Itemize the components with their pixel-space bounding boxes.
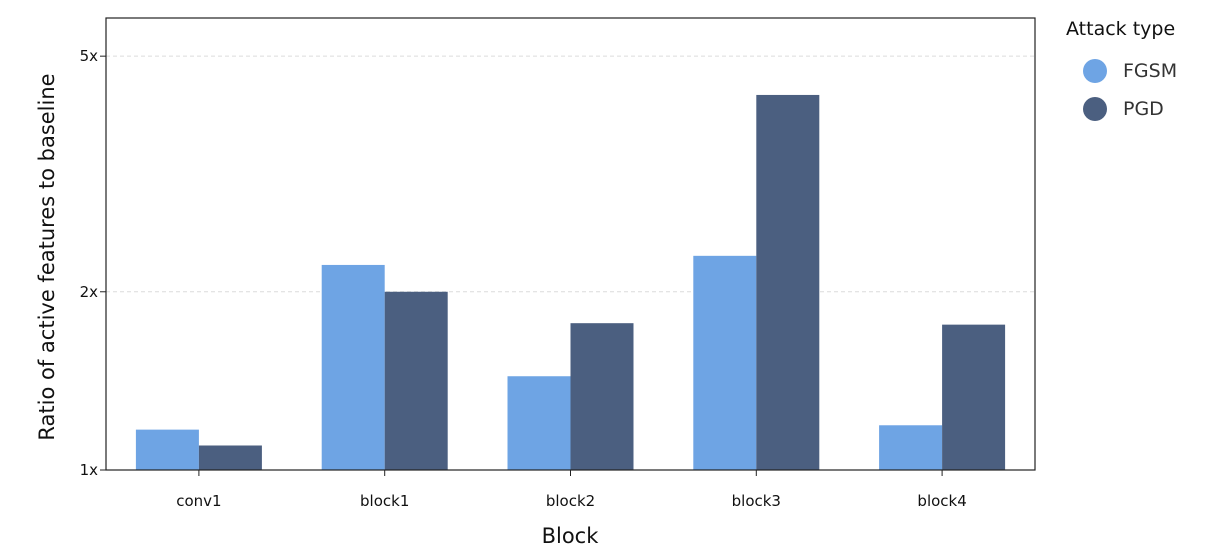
legend-title: Attack type: [1066, 18, 1176, 40]
legend-item-pgd: PGD: [1066, 90, 1177, 128]
legend-label: FGSM: [1123, 60, 1178, 82]
bar-fgsm-conv1: [135, 429, 199, 470]
legend-swatch: [1083, 59, 1107, 83]
bar-fgsm-block2: [507, 376, 571, 470]
y-axis-title: Ratio of active features to baseline: [35, 73, 59, 440]
bar-fgsm-block1: [321, 264, 385, 470]
legend-label: PGD: [1123, 98, 1164, 120]
legend: Attack type FGSM PGD: [1066, 18, 1177, 128]
bars: [135, 94, 1006, 470]
y-tick-label: 1x: [80, 461, 99, 479]
x-ticks: conv1 block1 block2 block3 block4: [176, 470, 967, 510]
legend-item-fgsm: FGSM: [1066, 52, 1177, 90]
y-tick-label: 5x: [80, 47, 99, 65]
legend-swatch: [1083, 97, 1107, 121]
bar-pgd-block1: [384, 291, 448, 470]
bar-pgd-block4: [942, 324, 1006, 470]
x-axis-title: Block: [542, 524, 600, 548]
bar-pgd-block3: [756, 94, 820, 470]
x-tick-label-block2: block2: [546, 492, 595, 510]
x-tick-label-conv1: conv1: [176, 492, 221, 510]
gridlines: [106, 55, 1035, 293]
x-tick-label-block4: block4: [917, 492, 966, 510]
bar-pgd-conv1: [198, 445, 262, 470]
y-ticks: 1x 2x 5x: [80, 47, 106, 479]
x-tick-label-block3: block3: [732, 492, 781, 510]
bar-fgsm-block3: [693, 255, 757, 470]
bar-pgd-block2: [570, 323, 634, 470]
x-tick-label-block1: block1: [360, 492, 409, 510]
bar-fgsm-block4: [879, 425, 943, 470]
y-tick-label: 2x: [80, 283, 99, 301]
